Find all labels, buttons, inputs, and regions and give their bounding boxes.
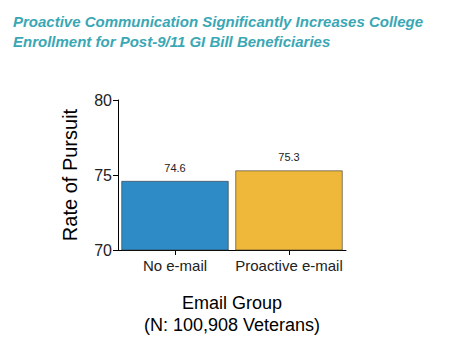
svg-text:80: 80 xyxy=(94,92,112,109)
svg-text:Proactive Communication Signif: Proactive Communication Significantly In… xyxy=(13,13,427,30)
svg-text:Proactive e-mail: Proactive e-mail xyxy=(235,257,343,274)
svg-text:74.6: 74.6 xyxy=(164,162,185,174)
svg-text:75.3: 75.3 xyxy=(278,151,299,163)
svg-text:(N: 100,908 Veterans): (N: 100,908 Veterans) xyxy=(144,315,320,335)
svg-text:Enrollment for Post-9/11 GI Bi: Enrollment for Post-9/11 GI Bill Benefic… xyxy=(13,33,330,50)
svg-text:Email Group: Email Group xyxy=(182,293,282,313)
svg-text:Rate of Pursuit: Rate of Pursuit xyxy=(59,108,81,241)
svg-text:70: 70 xyxy=(94,242,112,259)
svg-text:75: 75 xyxy=(94,167,112,184)
svg-text:No e-mail: No e-mail xyxy=(143,257,207,274)
